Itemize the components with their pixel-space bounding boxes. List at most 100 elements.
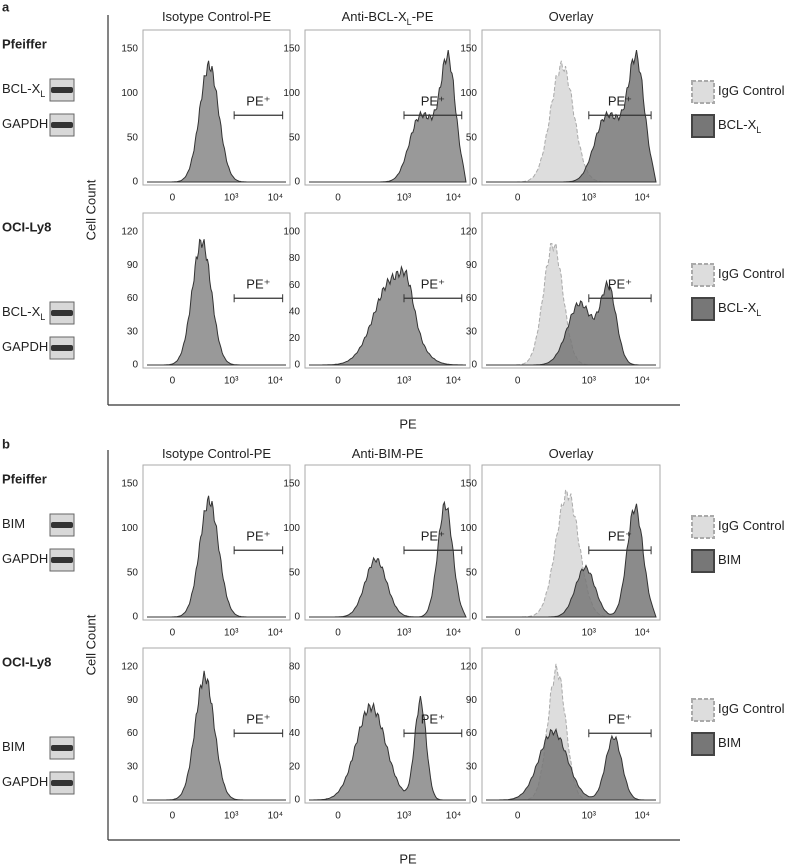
y-tick-label: 120	[460, 662, 477, 673]
plot-frame	[304, 647, 471, 804]
y-tick-label: 0	[132, 612, 138, 623]
gate-label: PE⁺	[608, 712, 632, 727]
x-tick-label: 10⁴	[268, 376, 283, 387]
x-tick-label: 0	[170, 376, 176, 387]
x-tick-label: 0	[335, 376, 341, 387]
y-tick-label: 90	[127, 695, 139, 706]
x-tick-label: 10³	[224, 628, 239, 639]
text-part: IgG Control	[718, 701, 785, 716]
text-part: IgG Control	[718, 266, 785, 281]
y-tick-label: 0	[132, 360, 138, 371]
plot-frame	[481, 212, 661, 369]
histogram	[147, 60, 286, 183]
subscript: L	[756, 308, 761, 318]
y-tick-label: 60	[289, 280, 301, 291]
x-tick-label: 10⁴	[634, 628, 649, 639]
x-tick-label: 10³	[224, 376, 239, 387]
histogram	[147, 238, 286, 366]
x-tick-label: 0	[170, 193, 176, 204]
y-tick-label: 60	[127, 728, 139, 739]
y-tick-label: 90	[466, 260, 478, 271]
x-tick-label: 10³	[582, 376, 597, 387]
y-tick-label: 60	[289, 695, 301, 706]
text-part: Isotype Control-PE	[162, 446, 271, 461]
gate-label: PE⁺	[246, 529, 270, 544]
text-part: -PE	[412, 9, 434, 24]
x-tick-label: 0	[515, 811, 521, 822]
plot-frame	[142, 647, 291, 804]
text-part: BCL-X	[718, 117, 757, 132]
text-part: GAPDH	[2, 116, 48, 131]
y-tick-label: 100	[283, 88, 300, 99]
plot-frame	[304, 29, 471, 186]
x-tick-label: 10³	[582, 193, 597, 204]
text-part: GAPDH	[2, 339, 48, 354]
blot-band	[51, 780, 73, 786]
text-part: BIM	[2, 739, 25, 754]
x-tick-label: 0	[170, 628, 176, 639]
x-tick-label: 0	[515, 376, 521, 387]
blot-band	[51, 122, 73, 128]
y-tick-label: 0	[471, 612, 477, 623]
blot-label: BCL-XL	[2, 304, 45, 322]
histogram	[309, 500, 467, 618]
plot-frame	[142, 212, 291, 369]
blot-band	[51, 87, 73, 93]
gate-label: PE⁺	[608, 529, 632, 544]
plot-frame	[142, 29, 291, 186]
histogram	[309, 264, 466, 366]
legend-label: BIM	[718, 552, 741, 567]
gate-label: PE⁺	[421, 712, 445, 727]
legend-swatch	[691, 549, 715, 573]
y-tick-label: 0	[471, 795, 477, 806]
y-tick-label: 150	[121, 479, 138, 490]
x-tick-label: 10⁴	[446, 811, 461, 822]
y-tick-label: 80	[289, 662, 301, 673]
y-tick-label: 120	[121, 662, 138, 673]
histogram	[486, 728, 656, 801]
blot-band	[51, 745, 73, 751]
legend-label: IgG Control	[718, 701, 785, 716]
x-tick-label: 0	[515, 193, 521, 204]
text-part: Anti-BIM-PE	[352, 446, 424, 461]
x-tick-label: 10³	[397, 193, 412, 204]
y-tick-label: 120	[460, 227, 477, 238]
blot-band	[51, 522, 73, 528]
text-part: BIM	[718, 552, 741, 567]
gate-label: PE⁺	[421, 94, 445, 109]
y-tick-label: 150	[460, 44, 477, 55]
y-tick-label: 100	[283, 523, 300, 534]
legend-label: BCL-XL	[718, 117, 761, 135]
x-tick-label: 10³	[224, 811, 239, 822]
y-tick-label: 0	[294, 612, 300, 623]
x-tick-label: 10³	[397, 811, 412, 822]
x-tick-label: 10⁴	[634, 376, 649, 387]
blot-label: GAPDH	[2, 774, 48, 789]
text-part: BIM	[718, 735, 741, 750]
y-tick-label: 50	[466, 567, 478, 578]
y-tick-label: 150	[460, 479, 477, 490]
y-tick-label: 60	[127, 293, 139, 304]
legend-label: IgG Control	[718, 83, 785, 98]
x-tick-label: 10⁴	[634, 193, 649, 204]
x-tick-label: 0	[335, 628, 341, 639]
legend-swatch	[691, 263, 715, 287]
text-part: Isotype Control-PE	[162, 9, 271, 24]
cell-line: OCI-Ly8	[2, 219, 51, 234]
y-tick-label: 40	[289, 728, 301, 739]
plot-frame	[481, 464, 661, 621]
legend-label: BCL-XL	[718, 300, 761, 318]
y-tick-label: 0	[132, 795, 138, 806]
plot-frame	[481, 29, 661, 186]
x-axis-label: PE	[399, 416, 417, 431]
legend-label: IgG Control	[718, 518, 785, 533]
histogram	[147, 670, 286, 801]
y-tick-label: 100	[121, 88, 138, 99]
gate-label: PE⁺	[421, 529, 445, 544]
x-tick-label: 10⁴	[446, 193, 461, 204]
y-tick-label: 30	[466, 761, 478, 772]
y-tick-label: 50	[289, 132, 301, 143]
legend-swatch	[691, 114, 715, 138]
text-part: BIM	[2, 516, 25, 531]
panel-label: b	[2, 436, 10, 451]
